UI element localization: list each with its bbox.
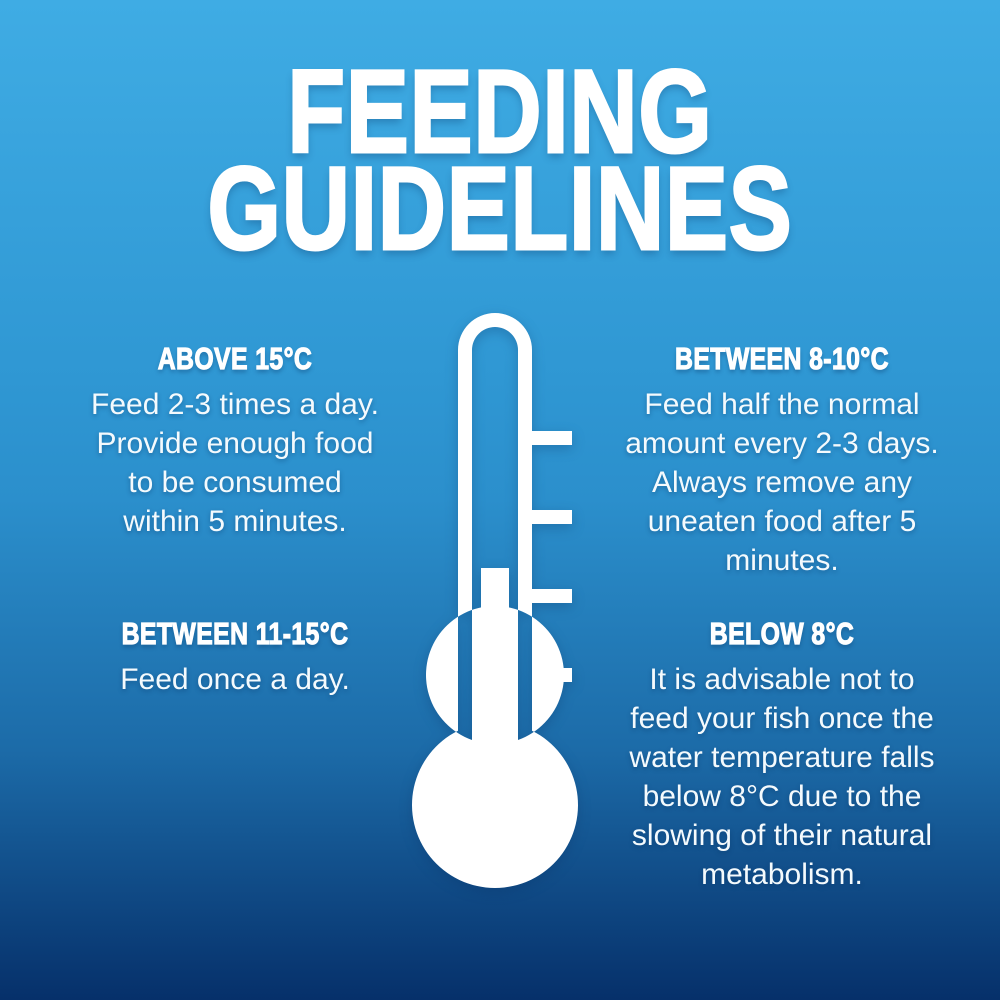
section-between-8-10c: BETWEEN 8-10°C Feed half the normal amou… [582,340,982,580]
section-heading-above-15c: ABOVE 15°C [157,340,313,376]
section-between-11-15c: BETWEEN 11-15°C Feed once a day. [35,615,435,699]
section-heading-below-8c: BELOW 8°C [709,615,855,651]
thermometer-mercury-column [481,568,509,768]
section-body-between-8-10c: Feed half the normal amount every 2-3 da… [625,388,939,577]
thermometer-bulb-fill [438,748,552,862]
thermometer-ticks [532,431,572,682]
section-body-above-15c: Feed 2-3 times a day. Provide enough foo… [91,388,379,538]
section-above-15c: ABOVE 15°C Feed 2-3 times a day. Provide… [35,340,435,541]
page-title: FEEDING GUIDELINES [206,46,793,275]
section-heading-between-8-10c: BETWEEN 8-10°C [675,340,890,376]
section-heading-between-11-15c: BETWEEN 11-15°C [121,615,349,651]
section-below-8c: BELOW 8°C It is advisable not to feed yo… [582,615,982,894]
section-body-below-8c: It is advisable not to feed your fish on… [629,663,935,891]
section-body-between-11-15c: Feed once a day. [120,663,350,696]
thermometer-icon [412,313,578,888]
